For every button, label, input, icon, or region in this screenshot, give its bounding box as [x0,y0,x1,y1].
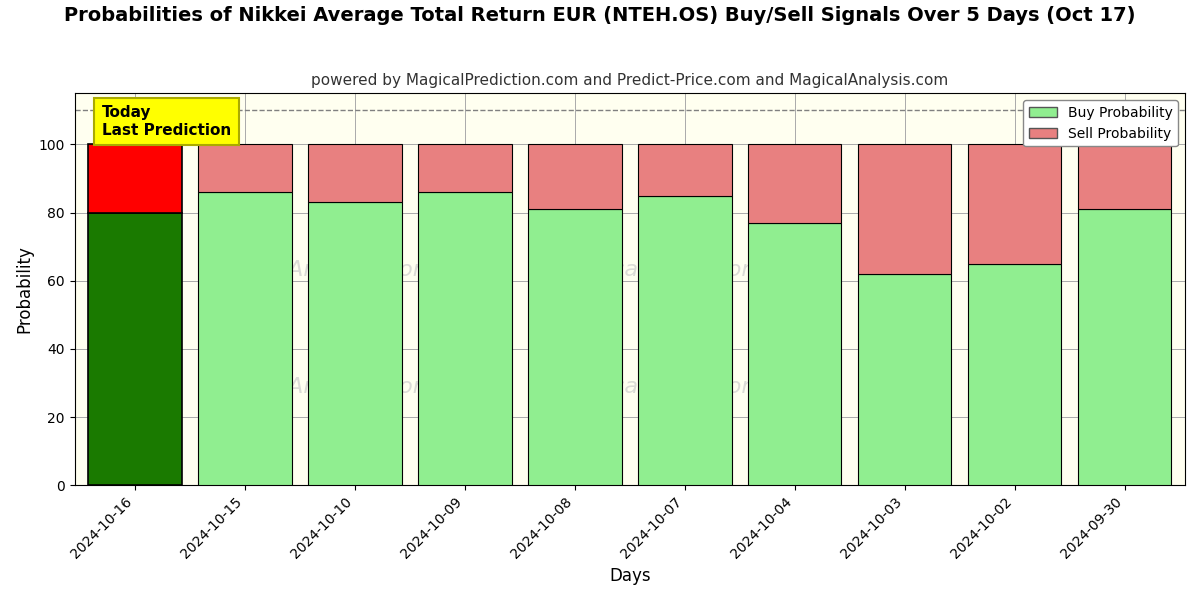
Text: Probabilities of Nikkei Average Total Return EUR (NTEH.OS) Buy/Sell Signals Over: Probabilities of Nikkei Average Total Re… [65,6,1135,25]
Bar [748,223,841,485]
Bar [858,145,952,274]
X-axis label: Days: Days [610,567,650,585]
Text: MagicalAnalysis.com: MagicalAnalysis.com [203,377,434,397]
Bar [748,145,841,223]
Bar [528,209,622,485]
Legend: Buy Probability, Sell Probability: Buy Probability, Sell Probability [1024,100,1178,146]
Y-axis label: Probability: Probability [16,245,34,333]
Text: MagicalPrediction.com: MagicalPrediction.com [559,260,811,280]
Bar [528,145,622,209]
Bar [1078,145,1171,209]
Title: powered by MagicalPrediction.com and Predict-Price.com and MagicalAnalysis.com: powered by MagicalPrediction.com and Pre… [311,73,948,88]
Bar [638,196,732,485]
Bar [89,212,182,485]
Bar [419,192,511,485]
Bar [638,145,732,196]
Bar [419,145,511,192]
Text: MagicalPrediction.com: MagicalPrediction.com [559,377,811,397]
Text: Today
Last Prediction: Today Last Prediction [102,105,232,137]
Bar [858,274,952,485]
Bar [89,145,182,212]
Bar [308,202,402,485]
Bar [968,145,1061,263]
Bar [968,263,1061,485]
Text: MagicalAnalysis.com: MagicalAnalysis.com [203,260,434,280]
Bar [198,192,292,485]
Bar [308,145,402,202]
Bar [1078,209,1171,485]
Bar [198,145,292,192]
